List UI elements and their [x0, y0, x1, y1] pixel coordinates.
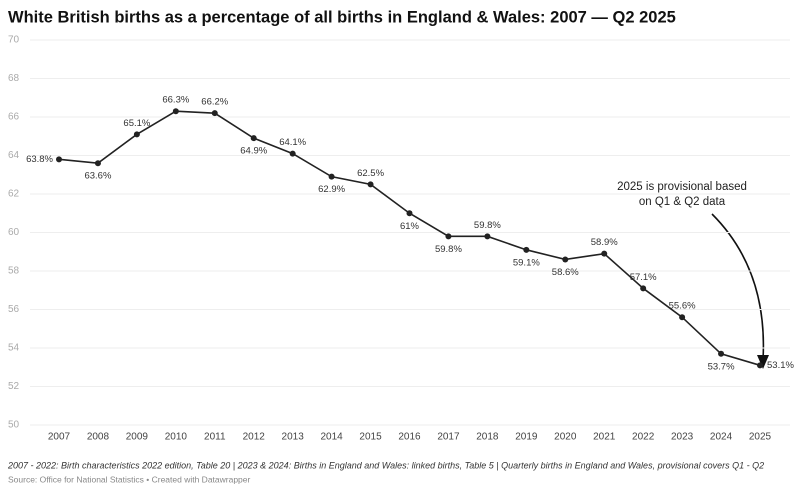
- y-tick-label: 64: [8, 150, 20, 161]
- point: [445, 233, 452, 240]
- point: [94, 160, 101, 167]
- point: [328, 173, 335, 180]
- point: [523, 246, 530, 253]
- data-label: 53.1%: [767, 360, 794, 371]
- y-tick-label: 62: [8, 189, 20, 200]
- data-label: 62.5%: [357, 168, 384, 179]
- y-tick-label: 54: [8, 343, 20, 354]
- point: [211, 110, 218, 117]
- source: Source: Office for National Statistics •…: [8, 474, 251, 484]
- y-tick-label: 60: [8, 227, 20, 238]
- point: [718, 350, 725, 357]
- data-label: 64.9%: [240, 146, 267, 157]
- data-label: 58.6%: [552, 267, 579, 278]
- y-tick-label: 66: [8, 112, 20, 123]
- chart-title: White British births as a percentage of …: [8, 8, 676, 26]
- annotation-arrow: [711, 213, 765, 361]
- point: [484, 233, 491, 240]
- data-label: 64.1%: [279, 137, 306, 148]
- x-tick-label: 2007: [48, 432, 71, 443]
- data-label: 62.9%: [318, 184, 345, 195]
- x-tick-label: 2020: [554, 432, 577, 443]
- point: [56, 156, 62, 163]
- x-tick-label: 2014: [320, 432, 343, 443]
- data-label: 59.8%: [435, 244, 462, 255]
- data-label: 53.7%: [708, 361, 735, 372]
- point: [757, 362, 763, 369]
- data-label: 55.6%: [669, 301, 696, 312]
- annotation: on Q1 & Q2 data: [639, 196, 726, 208]
- point: [562, 256, 569, 263]
- x-tick-label: 2013: [282, 432, 305, 443]
- arrow-head: [757, 355, 769, 369]
- x-tick-label: 2012: [243, 432, 266, 443]
- point: [601, 250, 608, 257]
- x-tick-label: 2016: [398, 432, 421, 443]
- x-tick-label: 2010: [165, 432, 188, 443]
- y-tick-label: 52: [8, 381, 20, 392]
- point: [250, 135, 257, 142]
- data-label: 63.6%: [84, 171, 111, 182]
- x-tick-label: 2022: [632, 432, 655, 443]
- point: [406, 210, 413, 217]
- point: [679, 314, 686, 321]
- point: [640, 285, 647, 292]
- data-label: 61%: [400, 221, 420, 232]
- y-tick-label: 56: [8, 304, 20, 315]
- footnote: 2007 - 2022: Birth characteristics 2022 …: [7, 460, 764, 470]
- annotation: 2025 is provisional based: [617, 181, 747, 193]
- data-label: 65.1%: [123, 118, 150, 129]
- point: [367, 181, 374, 188]
- x-tick-label: 2025: [749, 432, 772, 443]
- y-tick-label: 58: [8, 266, 20, 277]
- x-tick-label: 2018: [476, 432, 499, 443]
- x-tick-label: 2015: [359, 432, 382, 443]
- y-tick-label: 68: [8, 73, 20, 84]
- y-tick-label: 50: [8, 420, 20, 431]
- x-tick-label: 2009: [126, 432, 149, 443]
- x-tick-label: 2011: [204, 432, 226, 443]
- x-tick-label: 2019: [515, 432, 538, 443]
- x-tick-label: 2008: [87, 432, 110, 443]
- point: [133, 131, 140, 138]
- data-label: 66.2%: [201, 97, 228, 108]
- x-tick-label: 2021: [593, 432, 616, 443]
- data-label: 63.8%: [26, 154, 53, 165]
- point: [289, 150, 296, 157]
- data-label: 58.9%: [591, 237, 618, 248]
- x-tick-label: 2024: [710, 432, 733, 443]
- data-label: 57.1%: [630, 272, 657, 283]
- data-label: 59.8%: [474, 220, 501, 231]
- data-label: 59.1%: [513, 257, 540, 268]
- line: [58, 110, 761, 367]
- x-tick-label: 2017: [437, 432, 460, 443]
- y-tick-label: 70: [8, 35, 20, 46]
- point: [172, 108, 179, 115]
- data-label: 66.3%: [162, 95, 189, 106]
- x-tick-label: 2023: [671, 432, 694, 443]
